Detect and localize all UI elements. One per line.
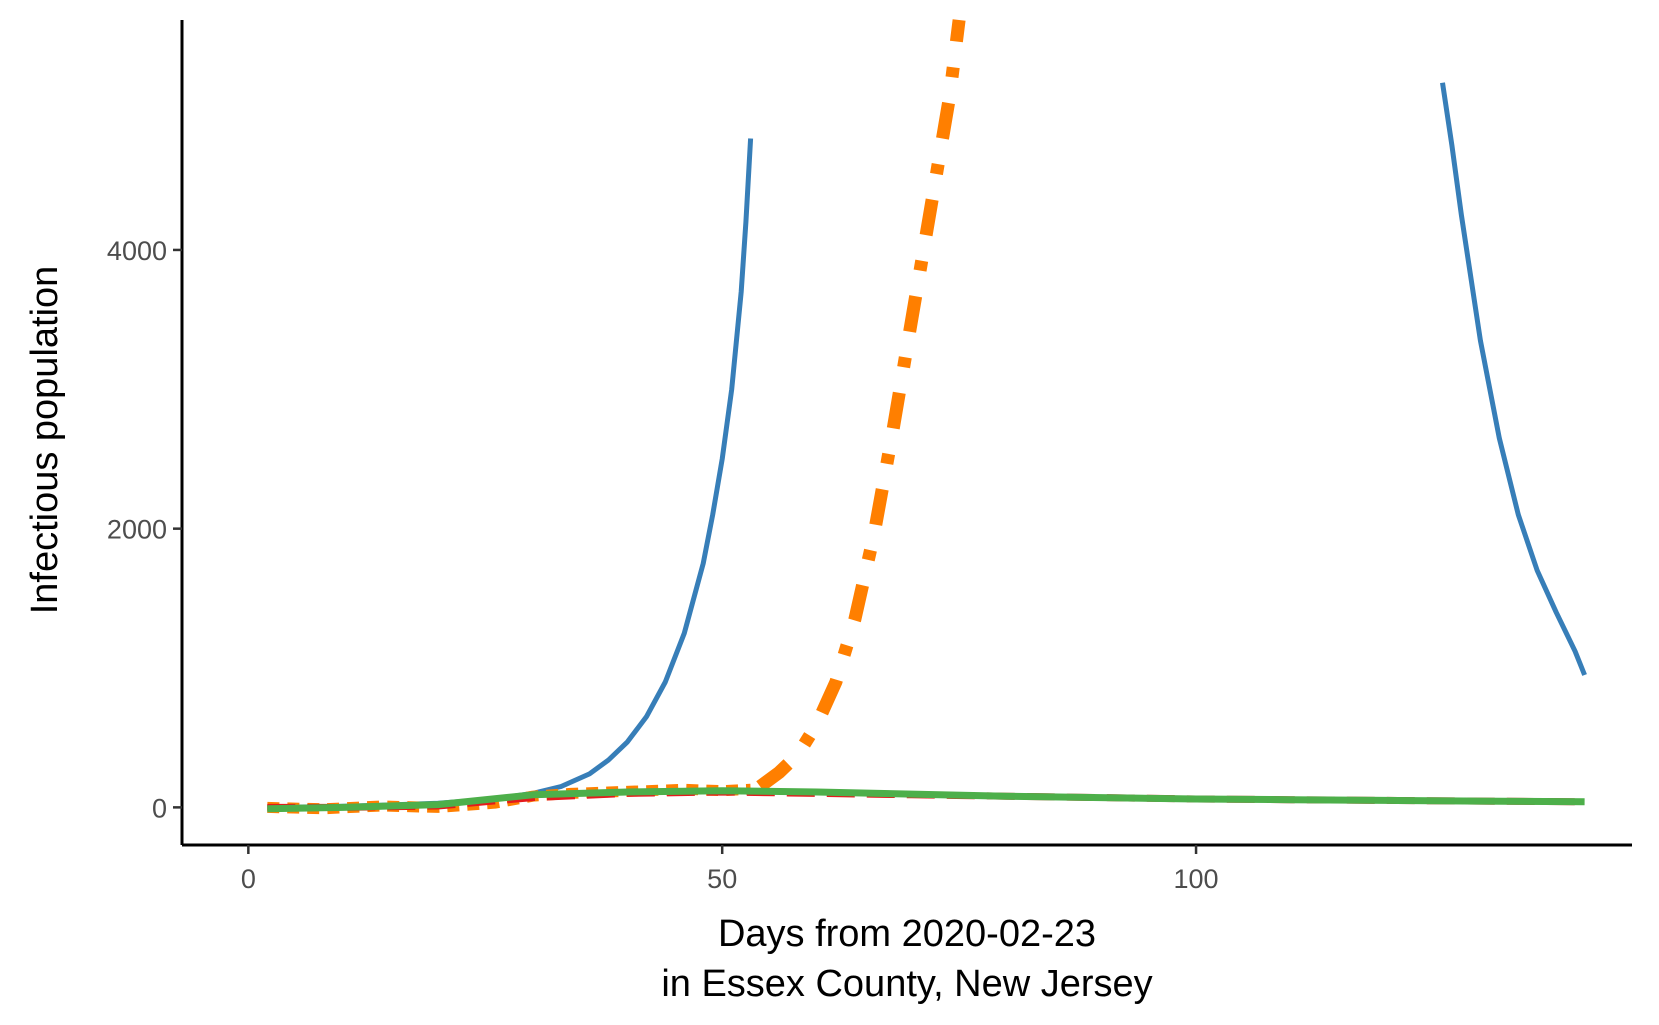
y-axis-ticks: 0 2000 4000 <box>107 236 182 823</box>
y-tick-label: 4000 <box>107 236 167 266</box>
x-tick-label: 0 <box>241 864 256 894</box>
series-line-6 <box>267 787 1585 813</box>
y-axis-title: Infectious population <box>24 266 66 615</box>
y-tick-label: 2000 <box>107 515 167 545</box>
x-axis-title: Days from 2020-02-23 <box>718 913 1096 955</box>
x-tick-label: 50 <box>707 864 737 894</box>
series-line-2 <box>1440 82 1587 676</box>
x-axis-ticks: 0 50 100 <box>241 845 1219 894</box>
series-line-4 <box>756 19 966 792</box>
x-axis-title-line2: in Essex County, New Jersey <box>661 963 1152 1005</box>
series-line-1 <box>267 138 754 810</box>
y-tick-label: 0 <box>152 793 167 823</box>
x-tick-label: 100 <box>1174 864 1219 894</box>
series-layer <box>267 19 1587 815</box>
